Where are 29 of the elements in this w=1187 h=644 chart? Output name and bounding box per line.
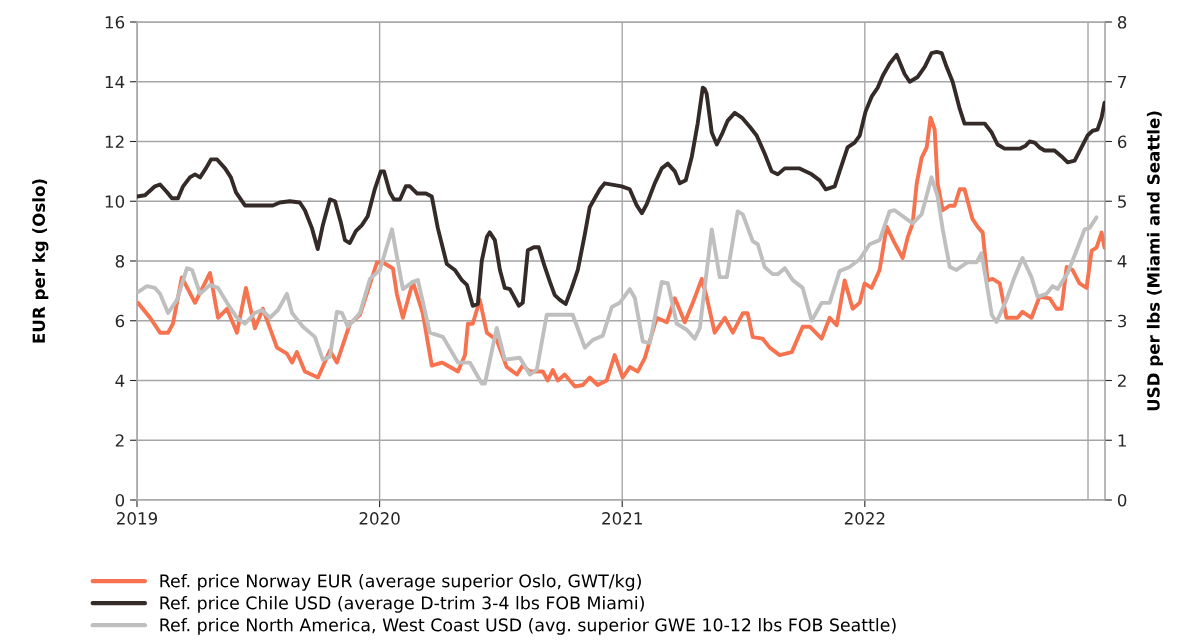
x-tick-label: 2019 — [117, 512, 158, 525]
y-tick-label: 8 — [115, 254, 125, 268]
x-tick-label: 2022 — [844, 512, 885, 525]
y2-tick-label: 3 — [1118, 314, 1127, 328]
y-tick-label: 10 — [105, 195, 125, 208]
y-tick-label: 6 — [115, 314, 125, 328]
y2-tick-label: 1 — [1118, 434, 1126, 447]
legend-label: Ref. price Chile USD (average D-trim 3-4 lbs FOB Miami) — [160, 596, 644, 613]
y2-axis-title: USD per lbs (Miami and Seattle) — [1146, 111, 1163, 411]
y-tick-label: 2 — [115, 434, 124, 447]
y2-tick-label: 2 — [1118, 374, 1126, 387]
y2-tick-label: 0 — [1117, 493, 1127, 507]
y2-tick-label: 5 — [1118, 195, 1126, 208]
y2-tick-label: 4 — [1117, 255, 1127, 268]
y2-tick-label: 6 — [1117, 135, 1127, 149]
x-tick-label: 2020 — [359, 512, 400, 525]
x-tick-label: 2021 — [602, 512, 642, 525]
y-tick-label: 14 — [105, 75, 125, 89]
legend-label: Ref. price Norway EUR (average superior Oslo, GWT/kg) — [160, 573, 641, 591]
y-tick-label: 4 — [115, 374, 125, 387]
y2-tick-label: 8 — [1117, 15, 1127, 29]
legend-label: Ref. price North America, West Coast USD (avg. superior GWE 10-12 lbs FOB Seattle) — [160, 618, 896, 635]
y-axis-title: EUR per kg (Oslo) — [32, 179, 49, 343]
y-tick-label: 12 — [105, 135, 124, 148]
line-series — [137, 175, 1099, 386]
y-tick-label: 0 — [115, 493, 125, 507]
y-tick-label: 16 — [105, 15, 125, 29]
y2-tick-label: 7 — [1118, 75, 1126, 89]
line-series — [137, 49, 1105, 308]
